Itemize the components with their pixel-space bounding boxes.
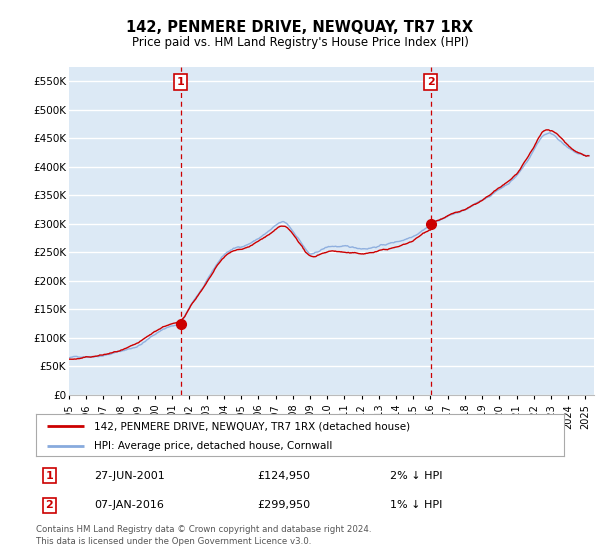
Text: HPI: Average price, detached house, Cornwall: HPI: Average price, detached house, Corn… — [94, 441, 332, 451]
Text: 1: 1 — [46, 471, 53, 481]
Text: £124,950: £124,950 — [258, 471, 311, 481]
Text: 2: 2 — [46, 501, 53, 510]
Text: 142, PENMERE DRIVE, NEWQUAY, TR7 1RX (detached house): 142, PENMERE DRIVE, NEWQUAY, TR7 1RX (de… — [94, 421, 410, 431]
Text: 27-JUN-2001: 27-JUN-2001 — [94, 471, 165, 481]
Text: Contains HM Land Registry data © Crown copyright and database right 2024.
This d: Contains HM Land Registry data © Crown c… — [36, 525, 371, 546]
Text: 1% ↓ HPI: 1% ↓ HPI — [390, 501, 442, 510]
Text: 142, PENMERE DRIVE, NEWQUAY, TR7 1RX: 142, PENMERE DRIVE, NEWQUAY, TR7 1RX — [127, 20, 473, 35]
Text: 1: 1 — [177, 77, 185, 87]
Text: 2: 2 — [427, 77, 434, 87]
Text: Price paid vs. HM Land Registry's House Price Index (HPI): Price paid vs. HM Land Registry's House … — [131, 36, 469, 49]
Text: 2% ↓ HPI: 2% ↓ HPI — [390, 471, 442, 481]
Text: £299,950: £299,950 — [258, 501, 311, 510]
Text: 07-JAN-2016: 07-JAN-2016 — [94, 501, 164, 510]
